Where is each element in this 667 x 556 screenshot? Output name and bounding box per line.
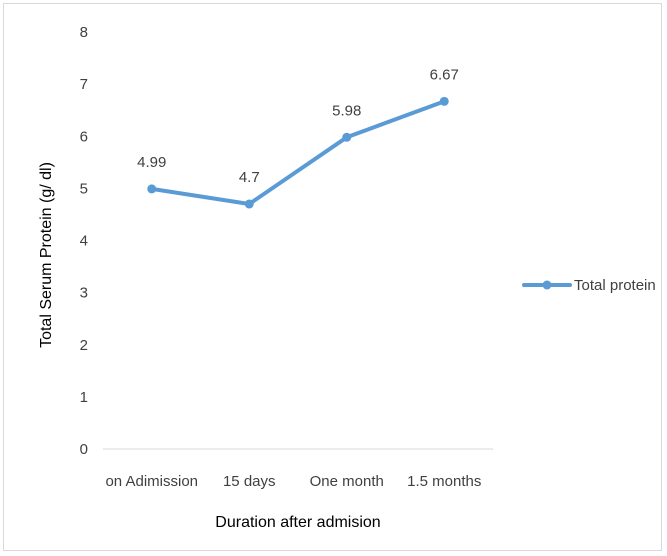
chart-frame <box>3 3 662 551</box>
x-axis-ticks: on Adimission 15 days One month 1.5 months <box>105 473 481 490</box>
data-point <box>439 96 449 106</box>
data-label: 6.67 <box>430 66 459 83</box>
y-tick-label: 2 <box>80 337 88 354</box>
legend: Total protein <box>522 277 656 294</box>
x-tick-label: One month <box>310 473 384 490</box>
legend-marker <box>542 280 552 290</box>
x-tick-label: 1.5 months <box>407 473 481 490</box>
data-label: 4.7 <box>239 169 260 186</box>
y-tick-label: 0 <box>80 441 88 458</box>
data-label: 5.98 <box>332 102 361 119</box>
data-point <box>147 184 157 194</box>
series-total-protein <box>147 96 449 209</box>
data-labels: 4.99 4.7 5.98 6.67 <box>137 66 459 186</box>
y-tick-label: 5 <box>80 180 88 197</box>
x-tick-label: on Adimission <box>105 473 198 490</box>
legend-label: Total protein <box>574 277 656 294</box>
y-tick-label: 8 <box>80 24 88 41</box>
y-tick-label: 7 <box>80 76 88 93</box>
data-point <box>244 199 254 209</box>
series-line <box>149 99 447 207</box>
data-label: 4.99 <box>137 154 166 171</box>
y-tick-label: 1 <box>80 389 88 406</box>
y-axis-title: Total Serum Protein (g/ dl) <box>38 162 55 348</box>
y-axis-ticks: 0 1 2 3 4 5 6 7 8 <box>80 24 88 458</box>
x-tick-label: 15 days <box>223 473 276 490</box>
data-point <box>342 132 352 142</box>
x-axis-title: Duration after admision <box>215 514 380 531</box>
y-tick-label: 3 <box>80 285 88 302</box>
y-tick-label: 6 <box>80 128 88 145</box>
y-tick-label: 4 <box>80 233 88 250</box>
